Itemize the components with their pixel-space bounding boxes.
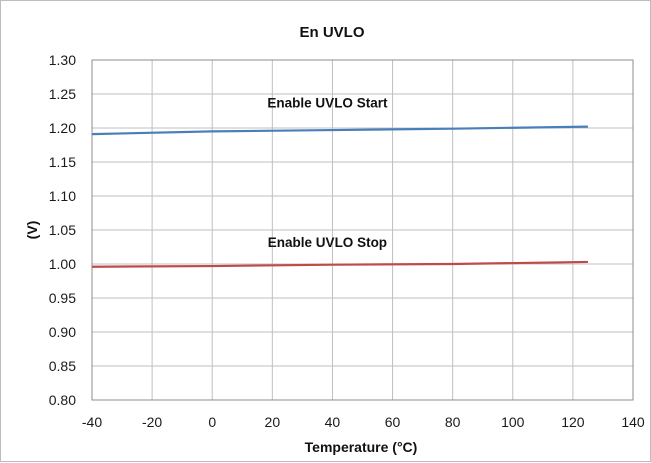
y-tick-label: 1.30 xyxy=(49,52,76,68)
y-tick-label: 0.85 xyxy=(49,358,76,374)
chart-title: En UVLO xyxy=(299,24,364,41)
y-tick-label: 0.80 xyxy=(49,392,76,408)
x-tick-label: -40 xyxy=(82,414,102,430)
grid-lines xyxy=(91,59,634,401)
x-tick-label: 60 xyxy=(385,414,401,430)
series-annotation: Enable UVLO Stop xyxy=(268,235,387,250)
plot-area xyxy=(91,59,634,401)
y-tick-label: 1.20 xyxy=(49,120,76,136)
series-lines xyxy=(91,125,588,268)
x-tick-label: 0 xyxy=(208,414,216,430)
series-annotation: Enable UVLO Start xyxy=(267,96,388,111)
annotations: Enable UVLO Start Enable UVLO Stop xyxy=(267,96,388,250)
y-tick-label: 1.25 xyxy=(49,86,76,102)
y-tick-label: 1.10 xyxy=(49,188,76,204)
x-tick-label: 20 xyxy=(265,414,281,430)
x-axis-ticks: -40 -20 0 20 40 60 80 100 120 140 xyxy=(82,414,645,430)
x-tick-label: 80 xyxy=(445,414,461,430)
y-axis-ticks: 0.80 0.85 0.90 0.95 1.00 1.05 1.10 1.15 1.20 1.25… xyxy=(49,52,76,408)
y-tick-label: 1.15 xyxy=(49,154,76,170)
y-tick-label: 0.90 xyxy=(49,324,76,340)
x-axis-label: Temperature (°C) xyxy=(305,439,418,455)
x-tick-label: 100 xyxy=(501,414,525,430)
x-tick-label: 140 xyxy=(621,414,645,430)
y-tick-label: 0.95 xyxy=(49,290,76,306)
x-tick-label: -20 xyxy=(142,414,162,430)
series-line-uvlo-stop xyxy=(91,260,588,268)
y-tick-label: 1.05 xyxy=(49,222,76,238)
x-tick-label: 40 xyxy=(325,414,341,430)
x-tick-label: 120 xyxy=(561,414,585,430)
y-tick-label: 1.00 xyxy=(49,256,76,272)
series-line-uvlo-start xyxy=(91,125,588,136)
y-axis-label: (V) xyxy=(24,221,40,240)
